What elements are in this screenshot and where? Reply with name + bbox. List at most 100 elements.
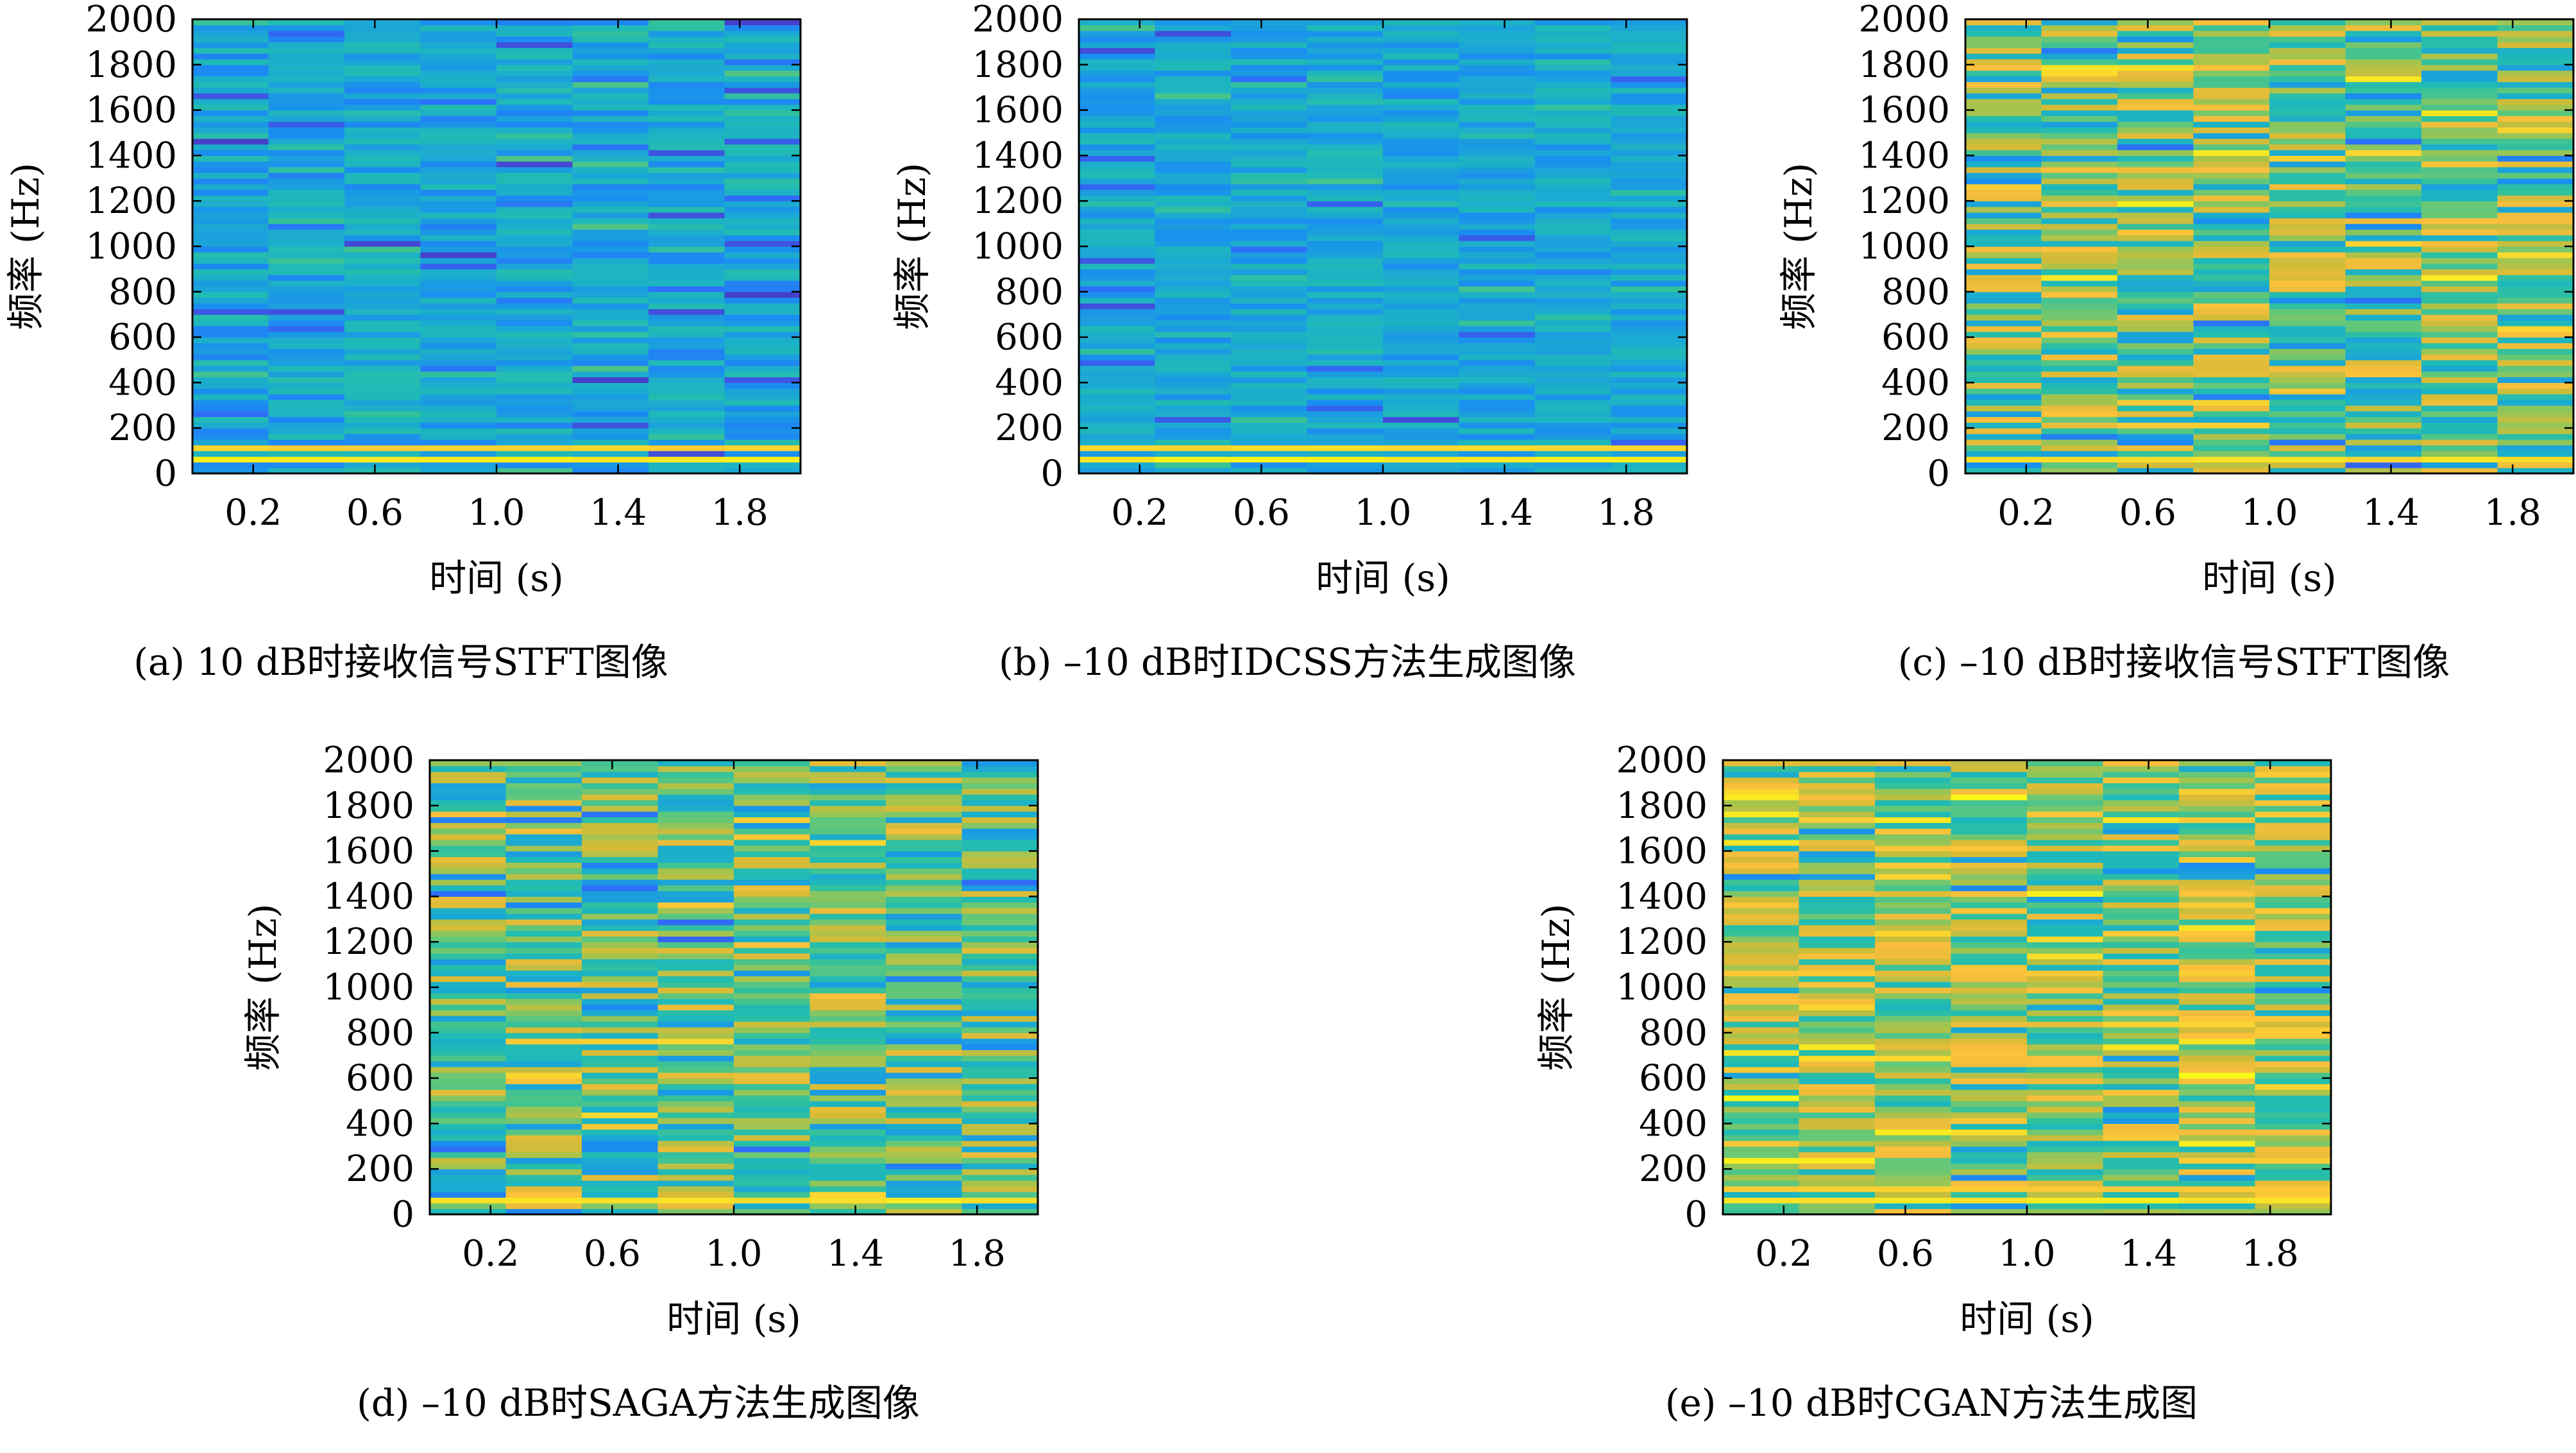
heatmap-cell [430,1140,507,1147]
heatmap-cell [2041,450,2118,457]
y-tick-label: 800 [346,1012,414,1054]
heatmap-cell [962,1169,1038,1175]
heatmap-cell [1799,1175,1876,1181]
heatmap-cell [2041,309,2118,315]
heatmap-cell [1951,1061,2028,1067]
heatmap-cell [2345,195,2422,201]
heatmap-cell [420,320,497,327]
heatmap-cell [657,783,734,789]
heatmap-cell [809,1180,886,1187]
heatmap-cell [2027,1072,2104,1079]
heatmap-cell [1951,828,2028,835]
heatmap-cell [724,325,801,332]
heatmap-cell [505,1157,582,1164]
heatmap-cell [2269,241,2346,247]
heatmap-cell [657,1209,734,1215]
heatmap-cell [1155,58,1232,65]
heatmap-cell [724,133,801,139]
heatmap-cell [1231,138,1308,145]
heatmap-cell [344,280,421,287]
heatmap-cell [2269,229,2346,235]
heatmap-cell [2497,87,2574,94]
heatmap-cell [2269,172,2346,179]
heatmap-cell [2497,70,2574,77]
heatmap-cell [582,1021,659,1028]
heatmap-cell [496,24,573,31]
heatmap-cell [2345,47,2422,54]
spectrogram-a: 02004006008001000120014001600180020000.2… [4,0,802,600]
heatmap-cell [1307,149,1384,156]
heatmap-cell [430,919,507,926]
heatmap-cell [2421,58,2498,65]
heatmap-cell [1723,998,1800,1005]
heatmap-cell [962,1083,1038,1090]
heatmap-cell [2193,195,2270,201]
heatmap-cell [2041,371,2118,378]
heatmap-cell [2345,207,2422,213]
heatmap-cell [2345,183,2422,191]
heatmap-cell [1383,104,1460,111]
heatmap-cell [2041,19,2118,26]
heatmap-cell [2497,275,2574,281]
heatmap-cell [1079,127,1156,133]
heatmap-cell [1965,314,2042,321]
x-tick-label: 0.6 [584,1233,641,1275]
heatmap-cell [962,1151,1038,1159]
heatmap-cell [2117,81,2194,88]
heatmap-cell [1875,1038,1952,1045]
heatmap-cell [2421,428,2498,434]
heatmap-cell [1951,1021,2028,1028]
heatmap-cell [2269,189,2346,196]
heatmap-cell [1307,76,1384,82]
heatmap-cell [2117,223,2194,230]
heatmap-cell [724,195,801,201]
heatmap-cell [1231,70,1308,77]
heatmap-cell [1307,207,1384,213]
heatmap-cell [2193,309,2270,315]
heatmap-cell [809,788,886,795]
heatmap-cell [582,1175,659,1181]
heatmap-cell [1231,428,1308,434]
heatmap-cell [505,1175,582,1181]
heatmap-cell [344,291,421,298]
heatmap-cell [505,856,582,863]
heatmap-cell [2255,924,2332,931]
heatmap-cell [657,953,734,960]
heatmap-cell [268,207,345,213]
heatmap-cell [344,212,421,219]
heatmap-cell [886,839,963,846]
heatmap-cell [572,399,649,406]
heatmap-cell [2179,1146,2256,1153]
heatmap-cell [2255,1066,2332,1073]
heatmap-cell [1231,149,1308,156]
heatmap-cell [1155,263,1232,269]
heatmap-cell [2421,183,2498,191]
heatmap-cell [1535,388,1612,395]
heatmap-cell [1723,845,1800,852]
heatmap-cell [2117,348,2194,355]
heatmap-cell [2103,868,2180,874]
heatmap-cell [192,223,269,230]
heatmap-cell [2041,127,2118,133]
heatmap-cell [430,885,507,892]
heatmap-cell [657,856,734,863]
heatmap-cell [505,1072,582,1079]
heatmap-cell [2193,325,2270,332]
heatmap-cell [430,1078,507,1085]
heatmap-cell [572,388,649,395]
heatmap-cell [886,913,963,920]
heatmap-cell [1383,320,1460,327]
heatmap-cell [572,468,649,474]
heatmap-cell [2255,908,2332,914]
heatmap-cell [809,1209,886,1215]
heatmap-cell [809,1010,886,1016]
heatmap-cell [2041,144,2118,151]
heatmap-cell [2179,1117,2256,1124]
heatmap-cell [648,251,725,259]
heatmap-cell [430,1191,507,1198]
heatmap-cell [1155,76,1232,82]
heatmap-cell [1459,138,1536,145]
heatmap-cell [1231,314,1308,321]
heatmap-cell [1079,280,1156,287]
heatmap-cell [2269,246,2346,253]
